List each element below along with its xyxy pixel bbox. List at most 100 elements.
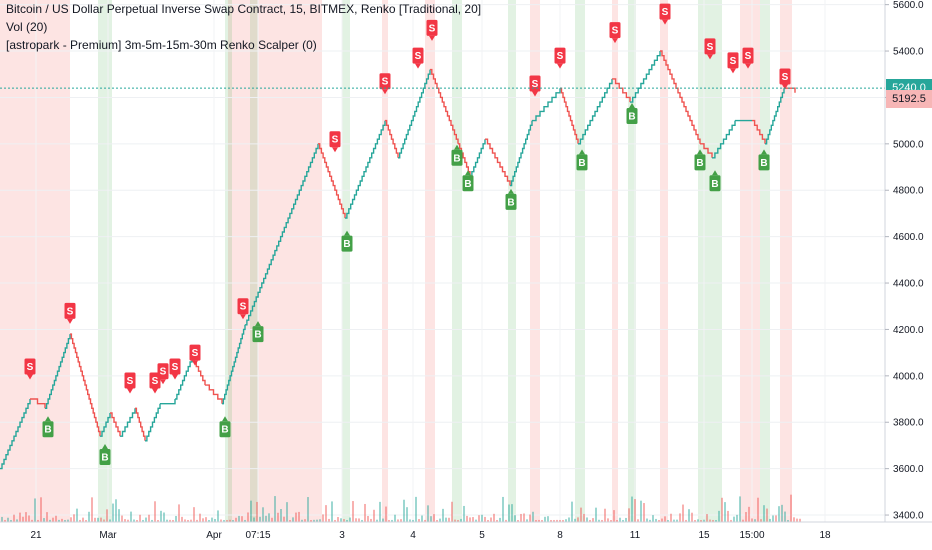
volume-bar bbox=[28, 515, 30, 522]
volume-bar bbox=[547, 516, 549, 522]
sell-signal-letter: S bbox=[127, 376, 134, 387]
volume-bar bbox=[277, 512, 279, 522]
sell-signal-letter: S bbox=[532, 79, 539, 90]
buy-zone-band bbox=[760, 0, 770, 522]
sell-signal-box bbox=[237, 298, 249, 315]
sell-signal-box bbox=[24, 358, 36, 375]
volume-bar bbox=[577, 517, 579, 522]
volume-bar bbox=[91, 497, 93, 522]
sell-signal-letter: S bbox=[415, 51, 422, 62]
renko-down-bricks bbox=[30, 398, 46, 409]
volume-bar bbox=[466, 515, 468, 522]
sell-signal-pointer bbox=[612, 38, 618, 44]
volume-bar bbox=[76, 508, 78, 522]
volume-bar bbox=[199, 513, 201, 522]
sell-signal: S bbox=[609, 22, 621, 44]
volume-bar bbox=[517, 519, 519, 522]
volume-bar bbox=[604, 508, 606, 522]
buy-signal-letter: B bbox=[760, 158, 767, 169]
volume-bar bbox=[112, 503, 114, 522]
volume-bar bbox=[79, 519, 81, 522]
volume-bar bbox=[139, 514, 141, 522]
volume-legend[interactable]: Vol (20) bbox=[6, 20, 48, 34]
volume-bar bbox=[688, 509, 690, 522]
buy-signal-box bbox=[252, 326, 264, 343]
volume-bar bbox=[163, 512, 165, 522]
volume-bar bbox=[370, 518, 372, 522]
volume-bar bbox=[325, 505, 327, 522]
sell-signal-pointer bbox=[662, 19, 668, 25]
renko-down-bricks bbox=[458, 143, 471, 177]
renko-down-bricks bbox=[135, 407, 146, 441]
buy-zone-band bbox=[250, 0, 258, 522]
volume-bar bbox=[529, 514, 531, 522]
sell-signal-box bbox=[609, 22, 621, 39]
volume-bar bbox=[712, 519, 714, 522]
volume-bar bbox=[550, 519, 552, 522]
sell-signal-pointer bbox=[429, 35, 435, 41]
volume-bar bbox=[478, 515, 480, 522]
volume-bar bbox=[391, 519, 393, 522]
sell-signal: S bbox=[329, 131, 341, 153]
volume-bar bbox=[292, 517, 294, 522]
renko-down-bricks bbox=[110, 412, 121, 437]
sell-signal-letter: S bbox=[612, 26, 619, 37]
volume-bar bbox=[763, 505, 765, 522]
renko-down-bricks bbox=[784, 87, 796, 93]
volume-bar bbox=[742, 519, 744, 522]
volume-bar bbox=[784, 511, 786, 522]
buy-signal-box bbox=[626, 108, 638, 124]
volume-bar bbox=[25, 512, 27, 522]
secondary-price-tag: 5192.5 bbox=[886, 90, 932, 109]
volume-bar bbox=[31, 519, 33, 522]
renko-up-bricks bbox=[630, 51, 661, 103]
volume-bar bbox=[196, 519, 198, 522]
volume-bar bbox=[13, 514, 15, 522]
renko-up-bricks bbox=[578, 78, 613, 145]
volume-bar bbox=[103, 519, 105, 522]
buy-signal-pointer bbox=[45, 416, 51, 422]
volume-bar bbox=[205, 517, 207, 522]
volume-bar bbox=[217, 510, 219, 522]
sell-signal-box bbox=[554, 47, 566, 64]
sell-signal-pointer bbox=[532, 91, 538, 97]
volume-bar bbox=[361, 519, 363, 522]
volume-bar bbox=[274, 496, 276, 522]
y-tick-label: 4600.0 bbox=[893, 232, 924, 243]
buy-zone-band bbox=[508, 0, 516, 522]
volume-bar bbox=[421, 515, 423, 522]
buy-signal: B bbox=[576, 149, 588, 171]
sell-signal-box bbox=[529, 75, 541, 92]
buy-signal-pointer bbox=[222, 416, 228, 422]
volume-bar bbox=[568, 517, 570, 522]
volume-bar bbox=[796, 518, 798, 522]
renko-down-bricks bbox=[385, 119, 399, 158]
buy-signal-pointer bbox=[508, 188, 514, 194]
volume-bar bbox=[145, 517, 147, 522]
renko-up-bricks bbox=[398, 69, 431, 159]
renko-up-bricks bbox=[175, 357, 193, 400]
indicator-legend[interactable]: [astropark - Premium] 3m-5m-15m-30m Renk… bbox=[6, 38, 317, 52]
volume-bar bbox=[34, 498, 36, 522]
buy-signal-letter: B bbox=[711, 179, 718, 190]
volume-bar bbox=[451, 501, 453, 522]
sell-signal-letter: S bbox=[662, 7, 669, 18]
buy-signal: B bbox=[694, 149, 706, 171]
sell-signal: S bbox=[412, 47, 424, 69]
buy-zone-band bbox=[342, 0, 350, 522]
volume-bar bbox=[289, 519, 291, 522]
volume-bar bbox=[436, 519, 438, 522]
volume-bar bbox=[247, 512, 249, 522]
volume-bar bbox=[673, 519, 675, 522]
volume-bar bbox=[721, 497, 723, 522]
sell-signal-pointer bbox=[745, 63, 751, 69]
buy-signal-pointer bbox=[712, 170, 718, 176]
y-tick-label: 4200.0 bbox=[893, 325, 924, 336]
volume-bar bbox=[262, 507, 264, 522]
volume-bar bbox=[424, 519, 426, 522]
volume-bar bbox=[40, 497, 42, 522]
volume-bar bbox=[778, 506, 780, 522]
volume-bar bbox=[598, 519, 600, 522]
buy-signal-box bbox=[505, 193, 517, 210]
